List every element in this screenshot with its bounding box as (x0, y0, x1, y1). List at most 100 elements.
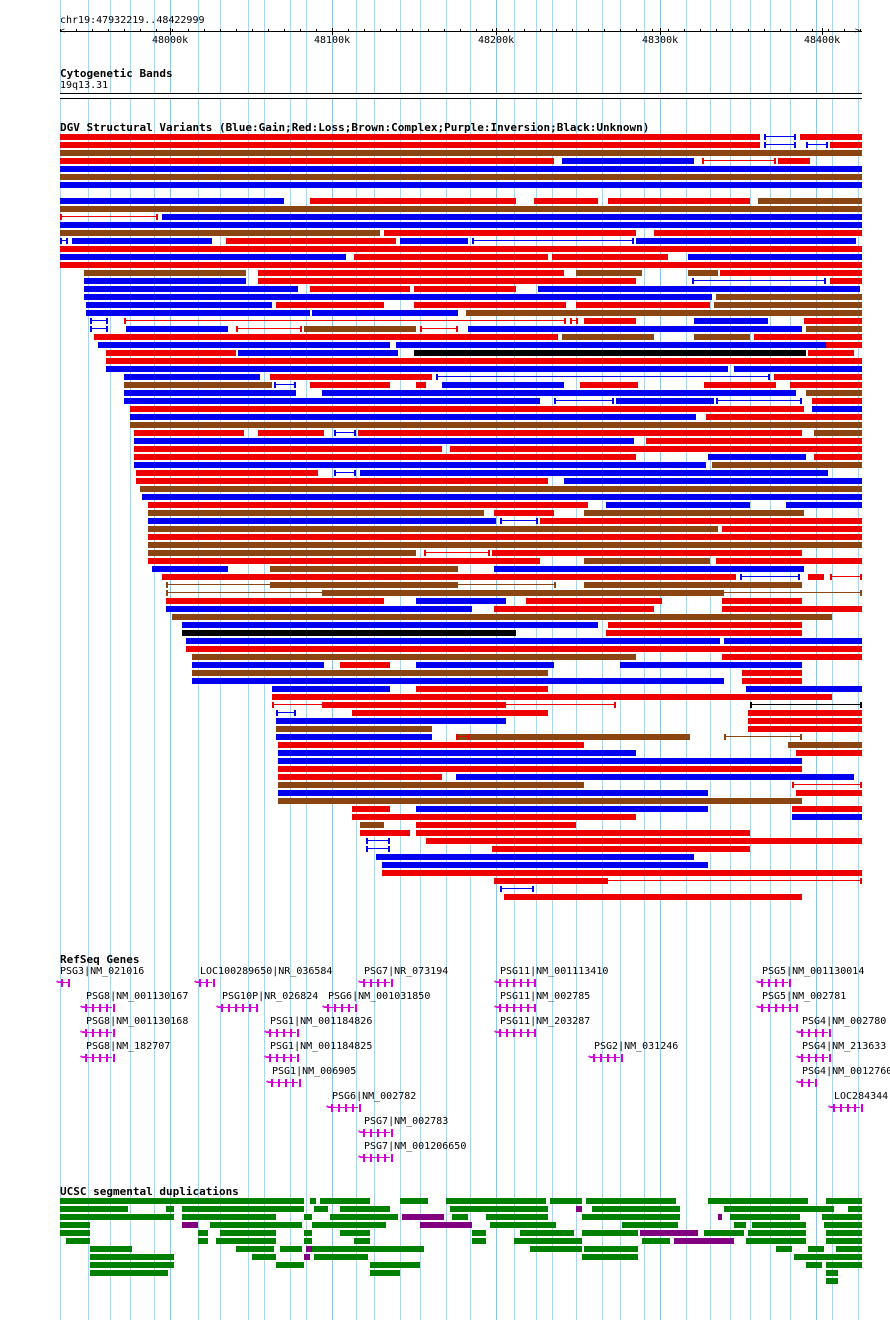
sv-bar[interactable] (90, 320, 108, 321)
sv-bar[interactable] (500, 520, 538, 521)
segdup-bar[interactable] (734, 1222, 746, 1228)
segdup-bar[interactable] (60, 1198, 304, 1204)
sv-bar[interactable] (708, 454, 806, 460)
sv-bar[interactable] (162, 214, 862, 220)
sv-bar[interactable] (278, 766, 802, 772)
sv-bar[interactable] (416, 382, 426, 388)
segdup-bar[interactable] (708, 1198, 808, 1204)
sv-bar[interactable] (646, 438, 862, 444)
sv-bar[interactable] (352, 806, 390, 812)
segdup-bar[interactable] (198, 1238, 208, 1244)
segdup-bar[interactable] (314, 1206, 328, 1212)
sv-bar[interactable] (734, 366, 862, 372)
segdup-bar[interactable] (60, 1206, 128, 1212)
sv-bar[interactable] (636, 238, 856, 244)
segdup-bar[interactable] (822, 1214, 862, 1220)
sv-bar[interactable] (60, 230, 380, 236)
sv-bar[interactable] (226, 238, 396, 244)
sv-bar[interactable] (584, 558, 710, 564)
sv-bar[interactable] (84, 286, 298, 292)
segdup-bar[interactable] (60, 1222, 90, 1228)
segdup-bar[interactable] (310, 1198, 316, 1204)
sv-bar[interactable] (310, 382, 390, 388)
segdup-bar[interactable] (724, 1206, 834, 1212)
sv-bar[interactable] (764, 136, 796, 137)
segdup-bar[interactable] (370, 1270, 400, 1276)
gene-model[interactable] (268, 1082, 298, 1083)
sv-bar[interactable] (562, 334, 654, 340)
sv-bar[interactable] (106, 366, 728, 372)
segdup-bar[interactable] (748, 1230, 806, 1236)
segdup-bar[interactable] (450, 1206, 548, 1212)
sv-bar[interactable] (778, 158, 810, 164)
sv-bar[interactable] (812, 406, 862, 412)
segdup-bar[interactable] (848, 1206, 862, 1212)
sv-bar[interactable] (494, 510, 554, 516)
segdup-bar[interactable] (776, 1246, 792, 1252)
sv-bar[interactable] (416, 662, 554, 668)
sv-bar[interactable] (94, 334, 558, 340)
sv-bar[interactable] (426, 838, 862, 844)
sv-bar[interactable] (806, 144, 828, 145)
gene-model[interactable] (496, 982, 534, 983)
segdup-bar[interactable] (370, 1262, 420, 1268)
sv-bar[interactable] (124, 374, 260, 380)
sv-bar[interactable] (526, 598, 662, 604)
sv-bar[interactable] (238, 350, 398, 356)
sv-bar[interactable] (278, 758, 802, 764)
segdup-bar[interactable] (592, 1206, 680, 1212)
segdup-bar[interactable] (582, 1214, 680, 1220)
sv-bar[interactable] (740, 576, 800, 577)
sv-bar[interactable] (472, 240, 634, 241)
segdup-bar[interactable] (340, 1206, 390, 1212)
gene-model[interactable] (758, 982, 788, 983)
sv-bar[interactable] (134, 438, 634, 444)
segdup-bar[interactable] (166, 1206, 174, 1212)
sv-bar[interactable] (748, 726, 862, 732)
sv-bar[interactable] (126, 326, 228, 332)
sv-bar[interactable] (142, 494, 862, 500)
gene-model[interactable] (798, 1032, 828, 1033)
gene-model[interactable] (218, 1007, 256, 1008)
sv-bar[interactable] (584, 510, 804, 516)
sv-bar[interactable] (60, 206, 862, 212)
sv-bar[interactable] (136, 478, 548, 484)
sv-bar[interactable] (774, 374, 862, 380)
sv-bar[interactable] (804, 318, 862, 324)
sv-bar[interactable] (304, 326, 416, 332)
sv-bar[interactable] (272, 686, 390, 692)
sv-bar[interactable] (354, 254, 548, 260)
sv-bar[interactable] (276, 734, 432, 740)
sv-bar[interactable] (808, 574, 824, 580)
sv-bar[interactable] (60, 240, 68, 241)
sv-bar[interactable] (366, 840, 390, 841)
sv-bar[interactable] (580, 382, 638, 388)
segdup-bar[interactable] (402, 1214, 444, 1220)
sv-bar[interactable] (322, 390, 796, 396)
sv-bar[interactable] (134, 430, 244, 436)
sv-bar[interactable] (60, 166, 862, 172)
sv-bar[interactable] (60, 142, 760, 148)
sv-bar[interactable] (152, 566, 228, 572)
sv-bar[interactable] (724, 736, 802, 737)
sv-bar[interactable] (352, 814, 636, 820)
segdup-bar[interactable] (472, 1238, 486, 1244)
segdup-bar[interactable] (486, 1214, 548, 1220)
sv-bar[interactable] (358, 430, 802, 436)
sv-bar[interactable] (750, 704, 862, 705)
sv-bar[interactable] (148, 518, 496, 524)
sv-bar[interactable] (148, 550, 416, 556)
sv-bar[interactable] (270, 582, 458, 588)
gene-model[interactable] (830, 1107, 860, 1108)
sv-bar[interactable] (60, 134, 760, 140)
sv-bar[interactable] (534, 198, 598, 204)
sv-bar[interactable] (538, 286, 860, 292)
sv-bar[interactable] (130, 406, 804, 412)
sv-bar[interactable] (494, 606, 654, 612)
sv-bar[interactable] (192, 678, 724, 684)
segdup-bar[interactable] (400, 1198, 428, 1204)
segdup-bar[interactable] (806, 1262, 822, 1268)
sv-bar[interactable] (124, 398, 540, 404)
segdup-bar[interactable] (452, 1214, 468, 1220)
segdup-bar[interactable] (236, 1246, 274, 1252)
